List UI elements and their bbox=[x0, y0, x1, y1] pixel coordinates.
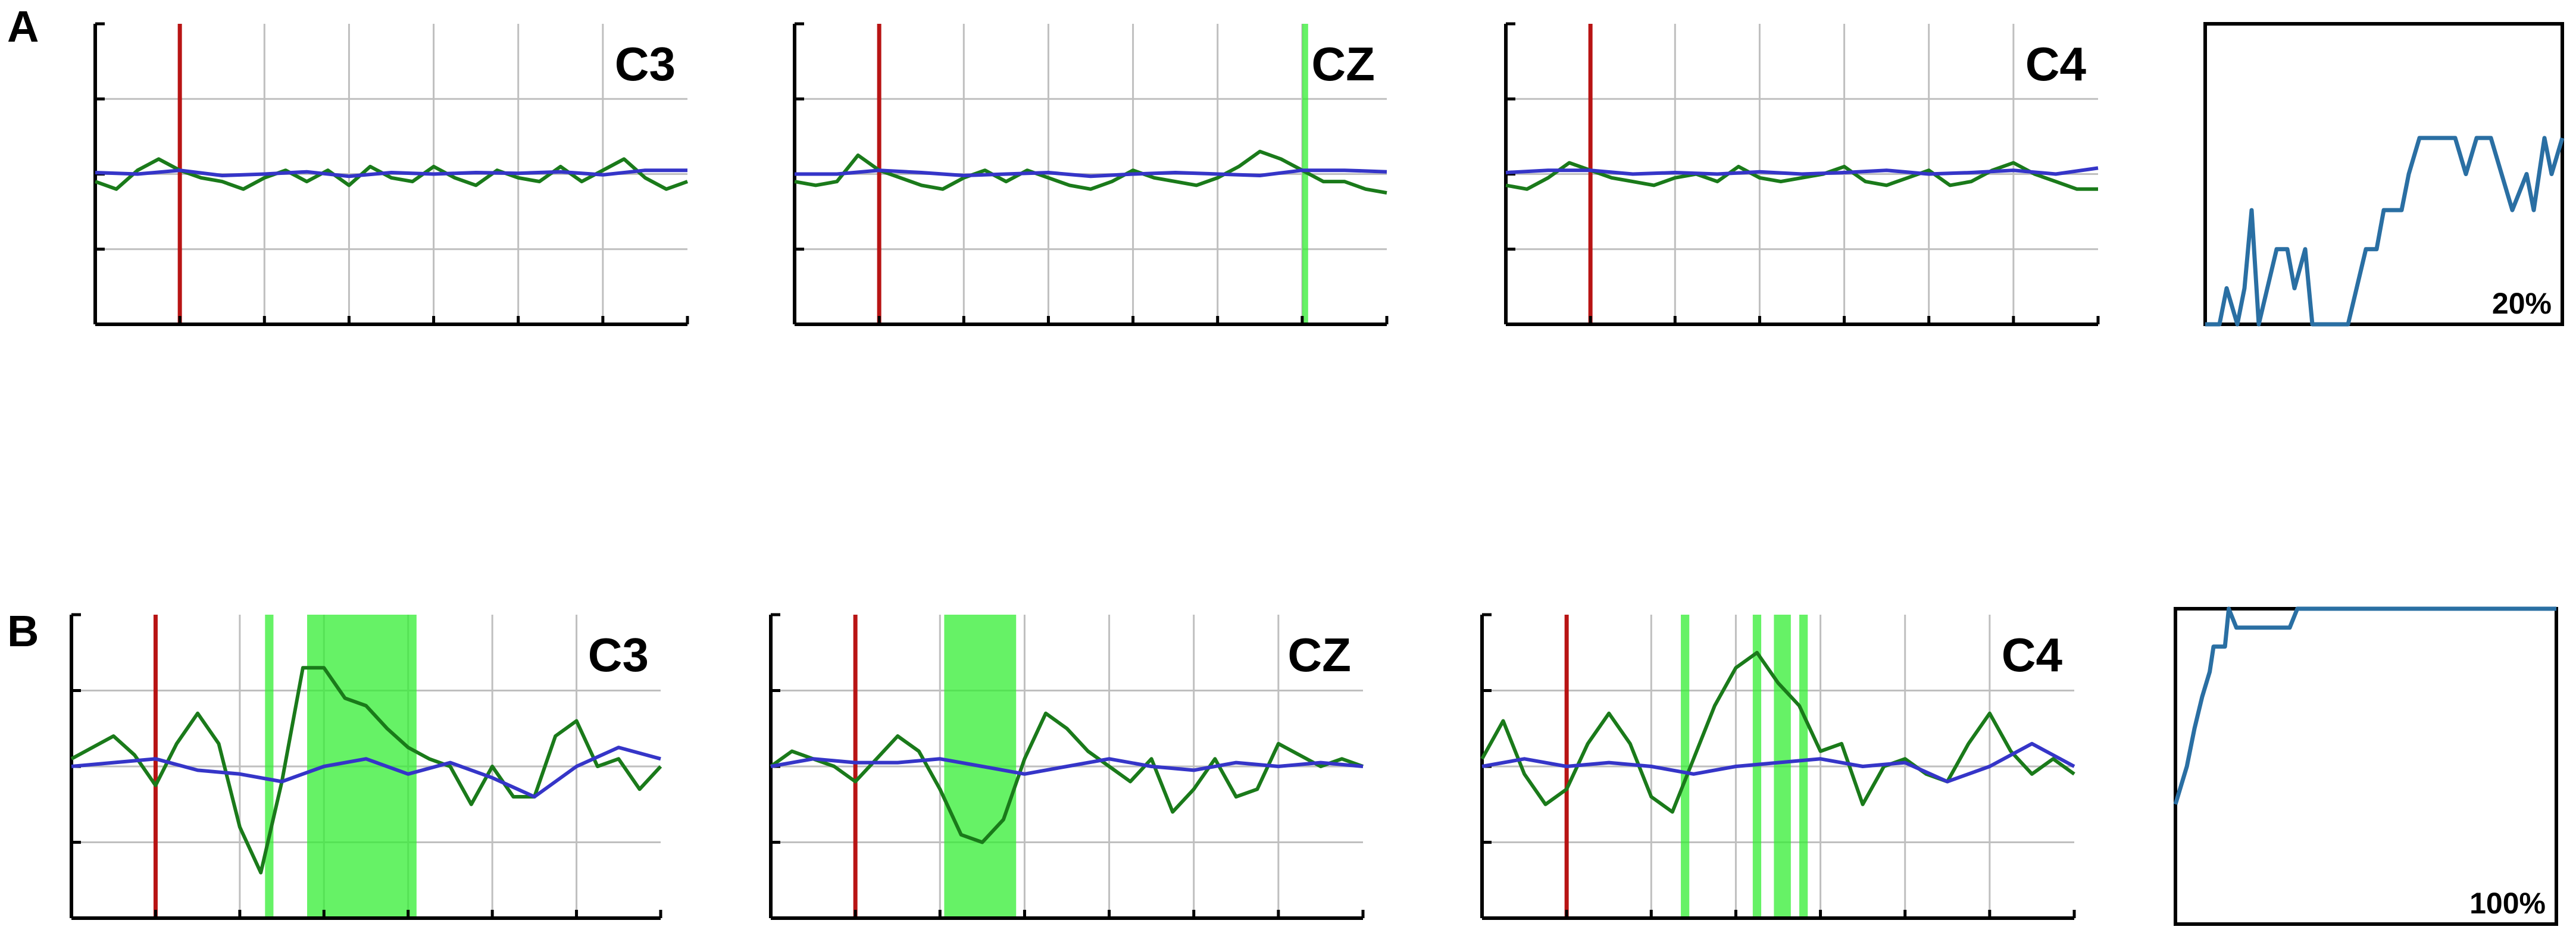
panel-a-cz: CZ bbox=[793, 22, 1389, 326]
panel-b-accuracy: 100% bbox=[2173, 606, 2558, 926]
reference-trace bbox=[1505, 166, 2099, 176]
reference-trace bbox=[71, 746, 661, 799]
detection-highlight bbox=[1302, 24, 1308, 324]
eeg-trace bbox=[1505, 161, 2098, 191]
channel-label: CZ bbox=[1311, 37, 1375, 90]
panel-b-c3: C3 bbox=[70, 613, 662, 920]
panel-b-c4: C4 bbox=[1480, 613, 2076, 920]
channel-label: C4 bbox=[2002, 628, 2063, 681]
accuracy-line bbox=[2205, 136, 2565, 327]
row-label-a: A bbox=[7, 2, 39, 51]
eeg-trace bbox=[70, 666, 662, 875]
row-label-b: B bbox=[7, 606, 39, 656]
eeg-trace bbox=[1480, 650, 2075, 814]
accuracy-frame bbox=[2203, 22, 2564, 326]
detection-highlight bbox=[1681, 615, 1690, 918]
panel-a-c3: C3 bbox=[93, 22, 689, 326]
accuracy-label: 20% bbox=[2492, 287, 2552, 320]
channel-label: C3 bbox=[615, 37, 676, 90]
channel-label: C3 bbox=[588, 628, 649, 681]
reference-trace bbox=[95, 168, 687, 179]
panel-a-accuracy: 20% bbox=[2203, 22, 2565, 327]
eeg-trace bbox=[770, 711, 1364, 844]
panel-b-cz: CZ bbox=[769, 613, 1365, 920]
detection-highlight bbox=[265, 615, 274, 918]
accuracy-label: 100% bbox=[2469, 887, 2546, 920]
detection-highlight bbox=[1774, 615, 1791, 918]
eeg-trace bbox=[94, 157, 689, 191]
eeg-trace bbox=[794, 149, 1387, 195]
reference-trace bbox=[795, 168, 1387, 179]
channel-label: C4 bbox=[2025, 37, 2087, 90]
accuracy-line bbox=[2173, 606, 2556, 805]
channel-label: CZ bbox=[1287, 628, 1351, 681]
reference-trace bbox=[770, 757, 1364, 776]
reference-trace bbox=[1481, 741, 2075, 784]
accuracy-frame bbox=[2174, 607, 2558, 926]
panel-a-c4: C4 bbox=[1504, 22, 2100, 326]
detection-highlight bbox=[1752, 615, 1762, 918]
detection-highlight bbox=[1799, 615, 1808, 918]
